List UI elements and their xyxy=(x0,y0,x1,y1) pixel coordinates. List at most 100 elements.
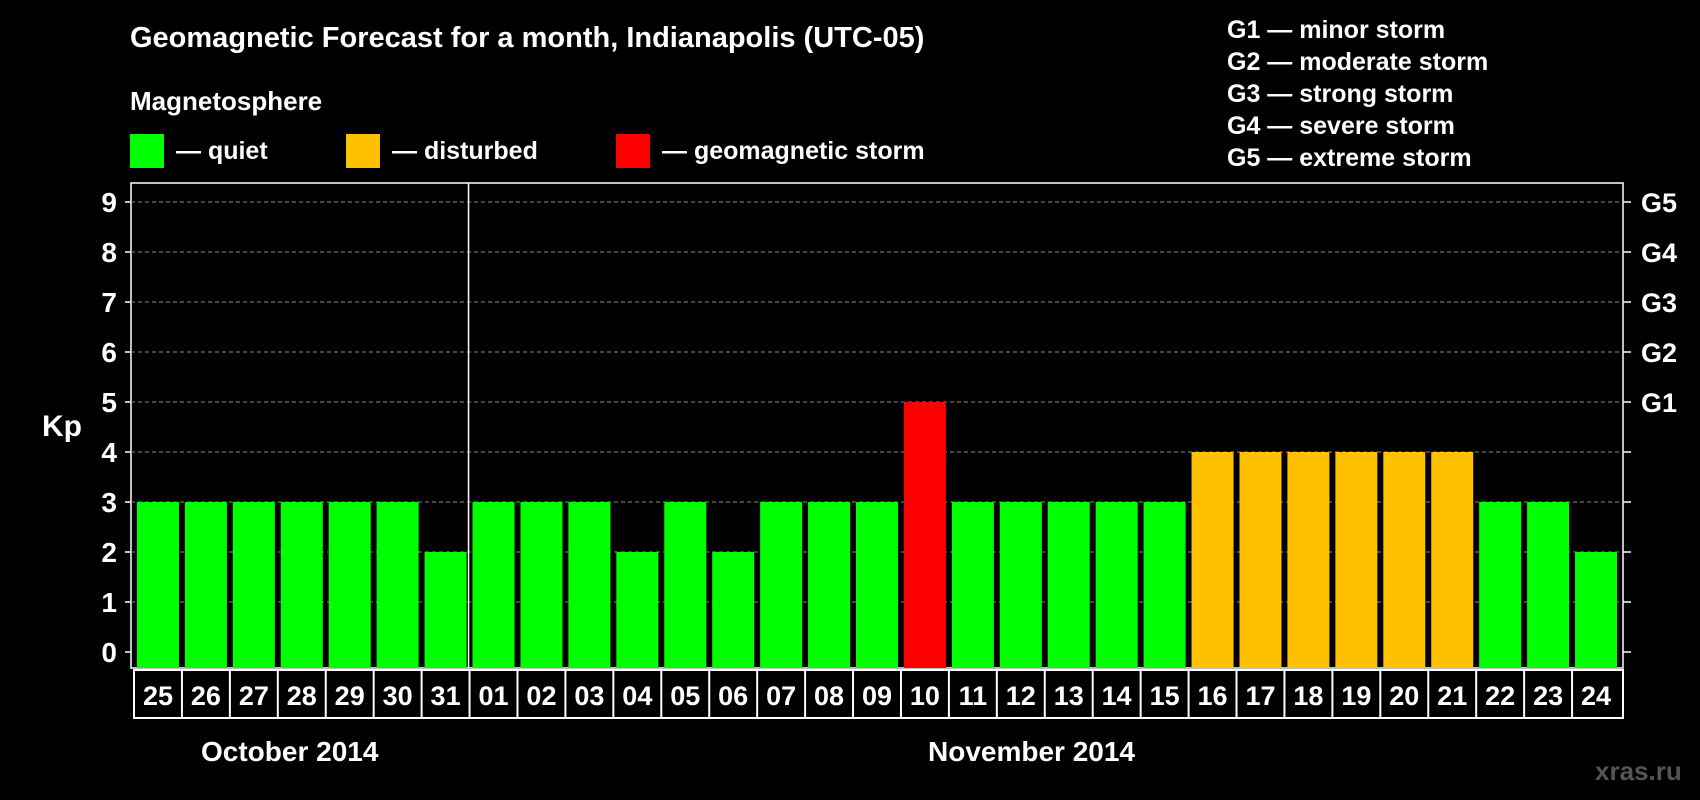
bar-19 xyxy=(1335,452,1378,668)
bar-26 xyxy=(184,502,227,668)
bar-20 xyxy=(1383,452,1426,668)
right-tick-label: G2 xyxy=(1641,338,1677,368)
bar-06 xyxy=(712,552,755,668)
legend-storm: — geomagnetic storm xyxy=(616,134,925,168)
date-label-18: 18 xyxy=(1293,681,1323,711)
watermark: xras.ru xyxy=(1595,756,1682,786)
storm-scale-g5: G5 — extreme storm xyxy=(1227,144,1472,172)
bar-04 xyxy=(616,552,659,668)
date-label-07: 07 xyxy=(766,681,796,711)
date-label-11: 11 xyxy=(959,681,988,711)
date-label-15: 15 xyxy=(1150,681,1180,711)
date-label-27: 27 xyxy=(239,681,269,711)
date-label-20: 20 xyxy=(1389,681,1419,711)
date-label-28: 28 xyxy=(287,681,317,711)
bar-13 xyxy=(1047,502,1090,668)
y-tick-label: 1 xyxy=(101,587,117,618)
date-label-29: 29 xyxy=(335,681,365,711)
date-label-19: 19 xyxy=(1341,681,1371,711)
storm-scale-g3: G3 — strong storm xyxy=(1227,80,1454,108)
y-tick-label: 0 xyxy=(101,637,117,668)
date-label-14: 14 xyxy=(1102,681,1132,711)
date-label-23: 23 xyxy=(1533,681,1563,711)
storm-scale-g1: G1 — minor storm xyxy=(1227,16,1446,44)
bar-10 xyxy=(903,402,946,668)
y-tick-label: 3 xyxy=(101,487,117,518)
bar-05 xyxy=(664,502,707,668)
bar-03 xyxy=(568,502,611,668)
date-label-02: 02 xyxy=(526,681,556,711)
storm-scale-legend: G1 — minor storm G2 — moderate storm G3 … xyxy=(1227,14,1488,174)
y-tick-label: 2 xyxy=(101,537,117,568)
bar-30 xyxy=(376,502,419,668)
date-label-10: 10 xyxy=(910,681,940,711)
y-tick-label: 4 xyxy=(101,437,117,468)
right-tick-label: G1 xyxy=(1641,388,1677,418)
date-label-24: 24 xyxy=(1581,681,1611,711)
chart-title: Geomagnetic Forecast for a month, Indian… xyxy=(130,22,925,54)
legend-disturbed-swatch xyxy=(346,134,380,168)
date-label-22: 22 xyxy=(1485,681,1515,711)
month-label-november: November 2014 xyxy=(928,736,1136,767)
bar-16 xyxy=(1191,452,1234,668)
bar-11 xyxy=(951,502,994,668)
y-tick-label: 7 xyxy=(101,287,117,318)
legend-quiet-swatch xyxy=(130,134,164,168)
legend-storm-swatch xyxy=(616,134,650,168)
right-tick-label: G5 xyxy=(1641,188,1677,218)
date-label-16: 16 xyxy=(1198,681,1228,711)
bar-25 xyxy=(136,502,179,668)
bar-14 xyxy=(1095,502,1138,668)
bar-27 xyxy=(232,502,275,668)
bar-12 xyxy=(999,502,1042,668)
y-tick-label: 5 xyxy=(101,387,117,418)
date-label-12: 12 xyxy=(1006,681,1036,711)
right-tick-label: G3 xyxy=(1641,288,1677,318)
bar-23 xyxy=(1527,502,1570,668)
bar-29 xyxy=(328,502,371,668)
date-label-03: 03 xyxy=(574,681,604,711)
bar-18 xyxy=(1287,452,1330,668)
bar-28 xyxy=(280,502,323,668)
bar-24 xyxy=(1575,552,1618,668)
month-label-october: October 2014 xyxy=(201,736,379,767)
date-label-21: 21 xyxy=(1437,681,1467,711)
y-tick-label: 6 xyxy=(101,337,117,368)
date-label-13: 13 xyxy=(1054,681,1084,711)
date-label-09: 09 xyxy=(862,681,892,711)
magnetosphere-heading: Magnetosphere xyxy=(130,86,323,116)
legend-disturbed-label: — disturbed xyxy=(392,136,538,165)
bar-31 xyxy=(424,552,467,668)
bar-02 xyxy=(520,502,563,668)
date-label-25: 25 xyxy=(143,681,173,711)
date-label-30: 30 xyxy=(383,681,413,711)
date-label-08: 08 xyxy=(814,681,844,711)
date-label-06: 06 xyxy=(718,681,748,711)
y-tick-label: 9 xyxy=(101,187,117,218)
date-label-01: 01 xyxy=(478,681,508,711)
bar-09 xyxy=(856,502,898,668)
legend-disturbed: — disturbed xyxy=(346,134,538,168)
date-row-frame xyxy=(133,669,1624,719)
date-label-04: 04 xyxy=(622,681,652,711)
bar-15 xyxy=(1143,502,1186,668)
storm-scale-g4: G4 — severe storm xyxy=(1227,112,1455,140)
y-axis-label: Kp xyxy=(42,410,82,443)
right-tick-label: G4 xyxy=(1641,238,1677,268)
y-tick-label: 8 xyxy=(101,237,117,268)
date-label-17: 17 xyxy=(1245,681,1275,711)
date-label-05: 05 xyxy=(670,681,700,711)
bar-01 xyxy=(472,502,515,668)
bar-17 xyxy=(1239,452,1282,668)
bar-21 xyxy=(1431,452,1474,668)
legend-quiet: — quiet xyxy=(130,134,268,168)
bar-22 xyxy=(1479,502,1522,668)
legend-quiet-label: — quiet xyxy=(176,136,268,165)
date-label-26: 26 xyxy=(191,681,221,711)
date-label-31: 31 xyxy=(431,681,461,711)
bar-08 xyxy=(808,502,851,668)
storm-scale-g2: G2 — moderate storm xyxy=(1227,48,1489,76)
legend-storm-label: — geomagnetic storm xyxy=(662,136,925,165)
bar-07 xyxy=(760,502,803,668)
